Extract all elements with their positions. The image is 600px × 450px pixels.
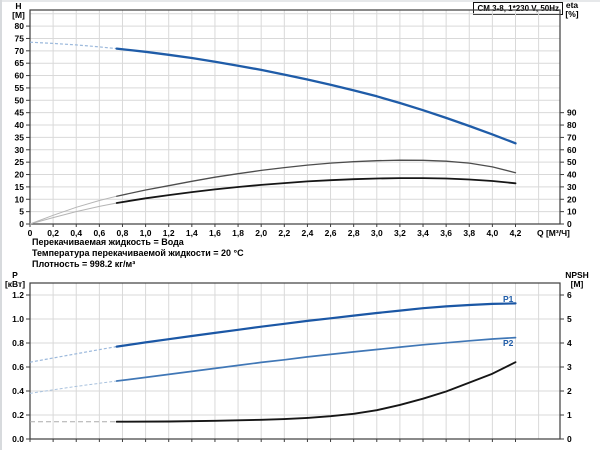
p-axis-title: P [кВт] bbox=[2, 271, 28, 289]
density-line: Плотность = 998.2 кг/м³ bbox=[32, 259, 136, 269]
svg-text:30: 30 bbox=[15, 145, 25, 155]
svg-text:0,6: 0,6 bbox=[93, 228, 105, 238]
npsh-axis-unit: [M] bbox=[570, 279, 584, 289]
svg-text:60: 60 bbox=[567, 145, 577, 155]
svg-text:55: 55 bbox=[15, 83, 25, 93]
svg-text:40: 40 bbox=[15, 120, 25, 130]
svg-text:0: 0 bbox=[28, 228, 33, 238]
svg-text:5: 5 bbox=[19, 207, 24, 217]
svg-text:0,2: 0,2 bbox=[47, 228, 59, 238]
svg-text:2,2: 2,2 bbox=[278, 228, 290, 238]
svg-text:70: 70 bbox=[15, 46, 25, 56]
svg-text:0: 0 bbox=[19, 219, 24, 229]
svg-text:3,6: 3,6 bbox=[440, 228, 452, 238]
svg-text:0.2: 0.2 bbox=[12, 410, 24, 420]
power-npsh-chart: 0.0 0.2 0.4 0.6 0.8 1.0 1.2 0 1 2 3 4 5 6 bbox=[12, 282, 572, 444]
npsh-axis-name: NPSH bbox=[565, 270, 589, 280]
svg-text:65: 65 bbox=[15, 58, 25, 68]
svg-text:1,8: 1,8 bbox=[232, 228, 244, 238]
eta-axis-title: eta [%] bbox=[558, 1, 586, 19]
svg-text:70: 70 bbox=[567, 132, 577, 142]
h-axis-unit: [M] bbox=[12, 10, 25, 20]
svg-text:60: 60 bbox=[15, 71, 25, 81]
svg-text:20: 20 bbox=[15, 170, 25, 180]
svg-text:50: 50 bbox=[567, 157, 577, 167]
hq-eta-chart: 0 0,2 0,4 0,6 0,8 1,0 1,2 1,4 1,6 1,8 2,0 2,2 2,4 2,6… bbox=[15, 9, 577, 238]
svg-text:3,2: 3,2 bbox=[394, 228, 406, 238]
svg-text:0: 0 bbox=[567, 434, 572, 444]
svg-text:2,4: 2,4 bbox=[302, 228, 314, 238]
svg-text:2: 2 bbox=[567, 386, 572, 396]
eta-axis-name: eta bbox=[565, 0, 579, 10]
svg-text:0.6: 0.6 bbox=[12, 362, 24, 372]
svg-text:20: 20 bbox=[567, 194, 577, 204]
svg-text:5: 5 bbox=[567, 314, 572, 324]
svg-text:1,6: 1,6 bbox=[209, 228, 221, 238]
npsh-axis-title: NPSH [M] bbox=[560, 271, 594, 289]
h-axis-title: H [M] bbox=[6, 2, 31, 20]
svg-text:0,4: 0,4 bbox=[70, 228, 82, 238]
svg-text:3,0: 3,0 bbox=[371, 228, 383, 238]
svg-text:1.2: 1.2 bbox=[12, 290, 24, 300]
svg-text:80: 80 bbox=[567, 120, 577, 130]
p1-curve-label: P1 bbox=[503, 294, 514, 304]
h-axis-name: H bbox=[15, 1, 22, 11]
temperature-line: Температура перекачиваемой жидкости = 20… bbox=[32, 248, 244, 258]
svg-text:80: 80 bbox=[15, 21, 25, 31]
svg-text:4: 4 bbox=[567, 338, 572, 348]
svg-text:15: 15 bbox=[15, 182, 25, 192]
svg-text:1: 1 bbox=[567, 410, 572, 420]
fluid-line: Перекачиваемая жидкость = Вода bbox=[32, 237, 184, 247]
svg-text:40: 40 bbox=[567, 170, 577, 180]
svg-text:3,8: 3,8 bbox=[463, 228, 475, 238]
svg-text:10: 10 bbox=[567, 207, 577, 217]
svg-text:50: 50 bbox=[15, 95, 25, 105]
svg-text:45: 45 bbox=[15, 108, 25, 118]
svg-text:1.0: 1.0 bbox=[12, 314, 24, 324]
svg-text:1,0: 1,0 bbox=[140, 228, 152, 238]
svg-text:4,0: 4,0 bbox=[486, 228, 498, 238]
svg-text:1,4: 1,4 bbox=[186, 228, 198, 238]
svg-text:2,6: 2,6 bbox=[325, 228, 337, 238]
svg-text:2,8: 2,8 bbox=[348, 228, 360, 238]
fluid-info: Перекачиваемая жидкость = Вода Температу… bbox=[32, 237, 244, 270]
svg-text:75: 75 bbox=[15, 33, 25, 43]
p2-curve-label: P2 bbox=[503, 338, 514, 348]
p-axis-name: P bbox=[12, 270, 18, 280]
svg-text:6: 6 bbox=[567, 290, 572, 300]
pump-model-label: CM 3-8, 1*230 V, 50Hz bbox=[473, 2, 563, 15]
svg-text:2,0: 2,0 bbox=[255, 228, 267, 238]
svg-text:3,4: 3,4 bbox=[417, 228, 429, 238]
svg-text:3: 3 bbox=[567, 362, 572, 372]
svg-text:0.4: 0.4 bbox=[12, 386, 24, 396]
svg-text:30: 30 bbox=[567, 182, 577, 192]
svg-text:1,2: 1,2 bbox=[163, 228, 175, 238]
svg-text:25: 25 bbox=[15, 157, 25, 167]
svg-text:0: 0 bbox=[567, 219, 572, 229]
q-axis-title: Q [М³/Ч] bbox=[537, 228, 570, 238]
svg-text:0.8: 0.8 bbox=[12, 338, 24, 348]
svg-text:10: 10 bbox=[15, 194, 25, 204]
p-axis-unit: [кВт] bbox=[4, 279, 26, 289]
svg-text:35: 35 bbox=[15, 132, 25, 142]
svg-text:0,8: 0,8 bbox=[117, 228, 129, 238]
svg-text:0.0: 0.0 bbox=[12, 434, 24, 444]
eta-axis-unit: [%] bbox=[565, 9, 579, 19]
svg-text:90: 90 bbox=[567, 108, 577, 118]
svg-text:4,2: 4,2 bbox=[510, 228, 522, 238]
